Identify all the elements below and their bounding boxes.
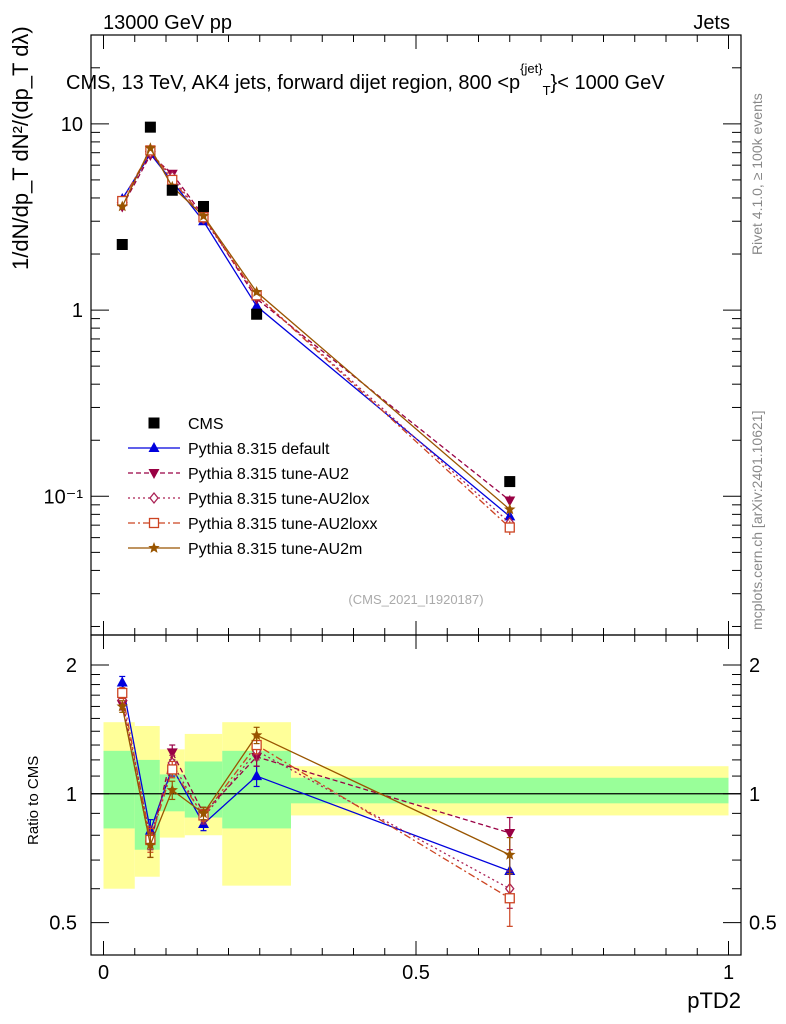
legend-marker	[148, 469, 160, 479]
series-4-point	[116, 200, 128, 212]
legend-label: Pythia 8.315 default	[188, 441, 330, 458]
ratio-band-inner	[103, 750, 135, 829]
legend-marker	[148, 517, 160, 529]
series-3-ratio-point	[117, 687, 128, 699]
series-3-ratio-line	[121, 692, 511, 899]
series-3-ratio-point	[504, 893, 515, 904]
legend: CMS Pythia 8.315 default Pythia 8.315 tune…	[128, 416, 377, 558]
ratio-y-tick-label-right: 0.5	[749, 913, 777, 935]
series-4-ratio-point	[144, 838, 157, 850]
x-tick-label: 0.5	[402, 962, 430, 984]
series-1-point	[504, 496, 516, 507]
x-tick-label: 0	[98, 962, 109, 984]
series-1-ratio-line	[121, 704, 510, 845]
header-left: 13000 GeV pp	[103, 12, 232, 34]
main-series-group	[116, 142, 516, 535]
analysis-watermark: (CMS_2021_I1920187)	[348, 592, 483, 607]
series-4-ratio-point	[504, 848, 516, 860]
ratio-ylabel: Ratio to CMS	[25, 756, 42, 845]
ratio-y-tick-label: 1	[66, 784, 77, 806]
ratio-series-group	[116, 675, 516, 927]
series-3-ratio-point	[167, 764, 178, 775]
series-0-point	[504, 510, 516, 521]
legend-marker	[149, 491, 159, 505]
series-4-ratio-point	[116, 700, 128, 712]
x-tick-label: 1	[723, 962, 734, 984]
ratio-band-inner	[134, 759, 160, 850]
series-4-point	[197, 210, 210, 221]
series-4-point	[250, 286, 263, 297]
series-4-ratio-point	[166, 784, 178, 795]
ratio-band-inner	[291, 777, 729, 804]
ratio-y-tick-label: 0.5	[49, 913, 77, 935]
legend-label: Pythia 8.315 tune-AU2loxx	[188, 516, 377, 533]
legend-label: Pythia 8.315 tune-AU2m	[188, 541, 362, 558]
series-4-ratio-point	[197, 807, 210, 819]
legend-marker	[148, 542, 160, 553]
series-0-line	[121, 152, 511, 517]
legend-label: Pythia 8.315 tune-AU2lox	[188, 491, 369, 508]
series-1-line	[121, 154, 511, 501]
series-1-ratio-point	[166, 748, 178, 759]
main-title-sub: T	[543, 83, 551, 98]
legend-label: Pythia 8.315 tune-AU2	[188, 466, 349, 483]
series-4-ratio-point	[250, 729, 263, 741]
header-right: Jets	[693, 12, 730, 34]
cms-data-point	[251, 308, 263, 320]
ratio-axes: 0.5 0.5 1 1 2 2 0 0.5 1	[49, 634, 777, 984]
series-1-ratio-point	[504, 828, 516, 839]
series-4-point	[504, 503, 516, 515]
main-axes: 10⁻¹ 1 10	[44, 34, 742, 636]
main-data-group	[116, 121, 516, 488]
cms-data-point	[144, 121, 156, 133]
series-0-ratio-line	[121, 682, 510, 872]
cms-data-point	[116, 238, 128, 250]
rivet-label: Rivet 4.1.0, ≥ 100k events	[749, 93, 765, 255]
ratio-y-tick-label-right: 2	[749, 655, 760, 677]
main-title-sup: {jet}	[520, 61, 543, 76]
legend-marker	[148, 417, 160, 429]
series-0-ratio-point	[116, 676, 128, 687]
cms-data-point	[166, 184, 178, 196]
main-y-tick-label: 10	[61, 114, 83, 136]
main-title: CMS, 13 TeV, AK4 jets, forward dijet reg…	[66, 61, 665, 98]
main-y-tick-label: 1	[72, 300, 83, 322]
series-0-point	[251, 300, 263, 311]
series-4-point	[144, 142, 157, 154]
legend-label: CMS	[188, 416, 224, 433]
ratio-bands	[91, 722, 741, 889]
series-3-point	[504, 522, 515, 533]
ratio-y-tick-label: 2	[66, 655, 77, 677]
x-axis-label: pTD2	[687, 988, 741, 1013]
main-ylabel: 1/dN/dp_T dN²/(dp_T dλ)	[8, 26, 33, 270]
main-title-end: }< 1000 GeV	[551, 72, 666, 94]
mcplots-label: mcplots.cern.ch [arXiv:2401.10621]	[749, 411, 765, 630]
series-0-ratio-point	[251, 770, 263, 781]
main-y-tick-label: 10⁻¹	[44, 486, 84, 508]
series-4-line	[121, 146, 511, 510]
series-4-ratio-line	[121, 706, 511, 856]
main-title-part: CMS, 13 TeV, AK4 jets, forward dijet reg…	[66, 72, 520, 94]
cms-data-point	[198, 200, 209, 212]
legend-marker	[148, 442, 160, 452]
ratio-y-tick-label-right: 1	[749, 784, 760, 806]
cms-data-point	[504, 476, 516, 488]
